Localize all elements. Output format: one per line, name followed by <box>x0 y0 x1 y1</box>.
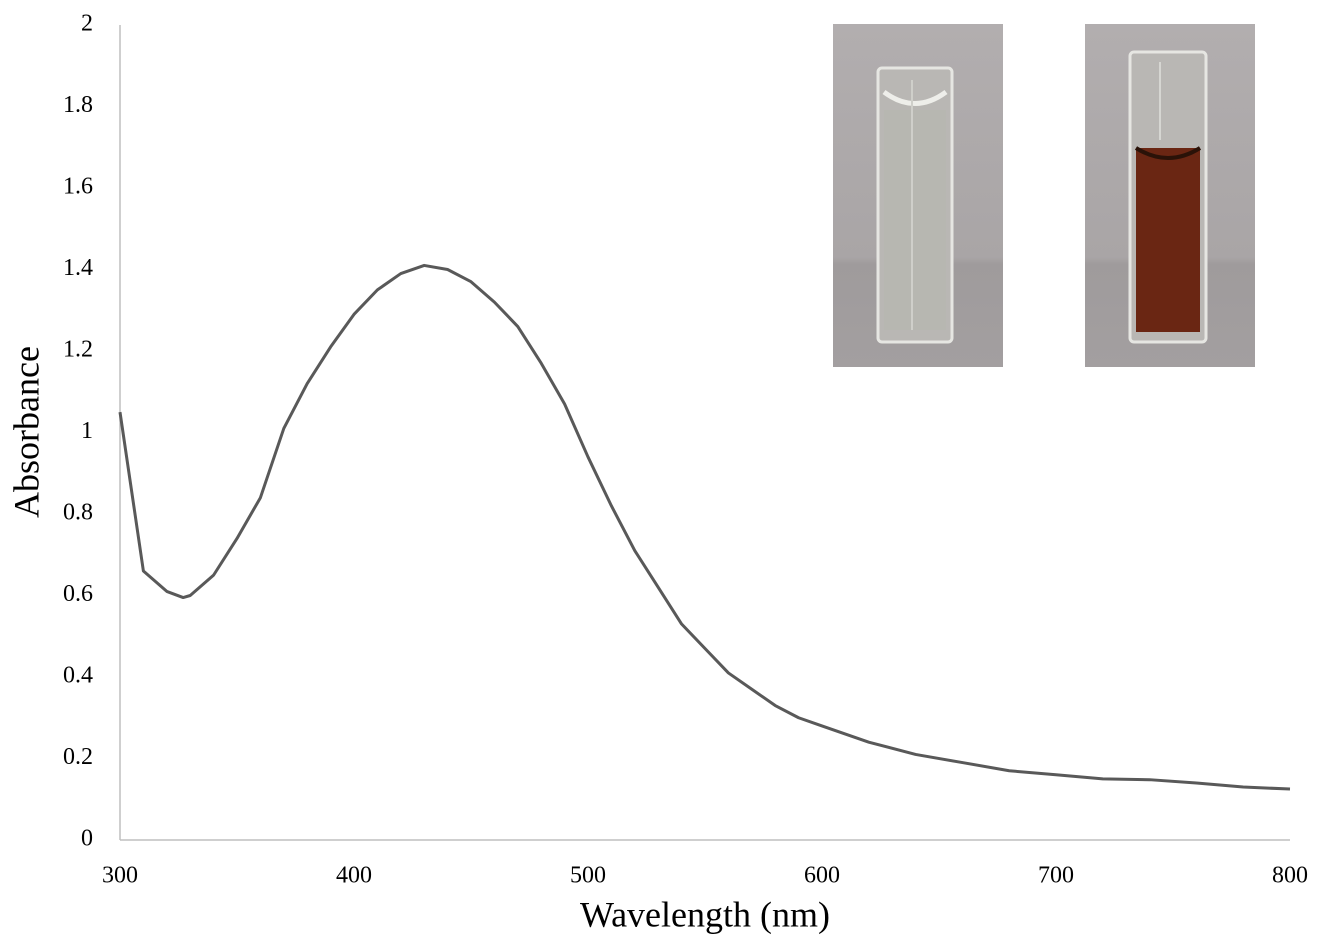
x-tick-label: 600 <box>804 863 840 889</box>
y-axis-title: Absorbance <box>6 346 46 518</box>
y-tick-label: 0.6 <box>63 581 93 607</box>
y-tick-label: 1.6 <box>63 174 93 200</box>
y-tick-label: 0.2 <box>63 744 93 770</box>
x-tick-label: 500 <box>570 863 606 889</box>
y-tick-label: 1.2 <box>63 337 93 363</box>
x-tick-label: 300 <box>102 863 138 889</box>
x-tick-label: 400 <box>336 863 372 889</box>
y-tick-label: 0.4 <box>63 663 93 689</box>
y-tick-label: 1.4 <box>63 255 93 281</box>
y-tick-label: 1 <box>81 418 93 444</box>
y-tick-label: 1.8 <box>63 92 93 118</box>
y-tick-label: 0 <box>81 826 93 852</box>
inset-photo-clear <box>833 24 1003 367</box>
y-tick-label: 2 <box>81 11 93 37</box>
x-tick-label: 700 <box>1038 863 1074 889</box>
spectrum-line <box>118 263 1291 791</box>
y-tick-label: 0.8 <box>63 500 93 526</box>
x-tick-label: 800 <box>1272 863 1308 889</box>
inset-photo-brown <box>1085 24 1255 367</box>
x-axis-title: Wavelength (nm) <box>580 894 830 934</box>
